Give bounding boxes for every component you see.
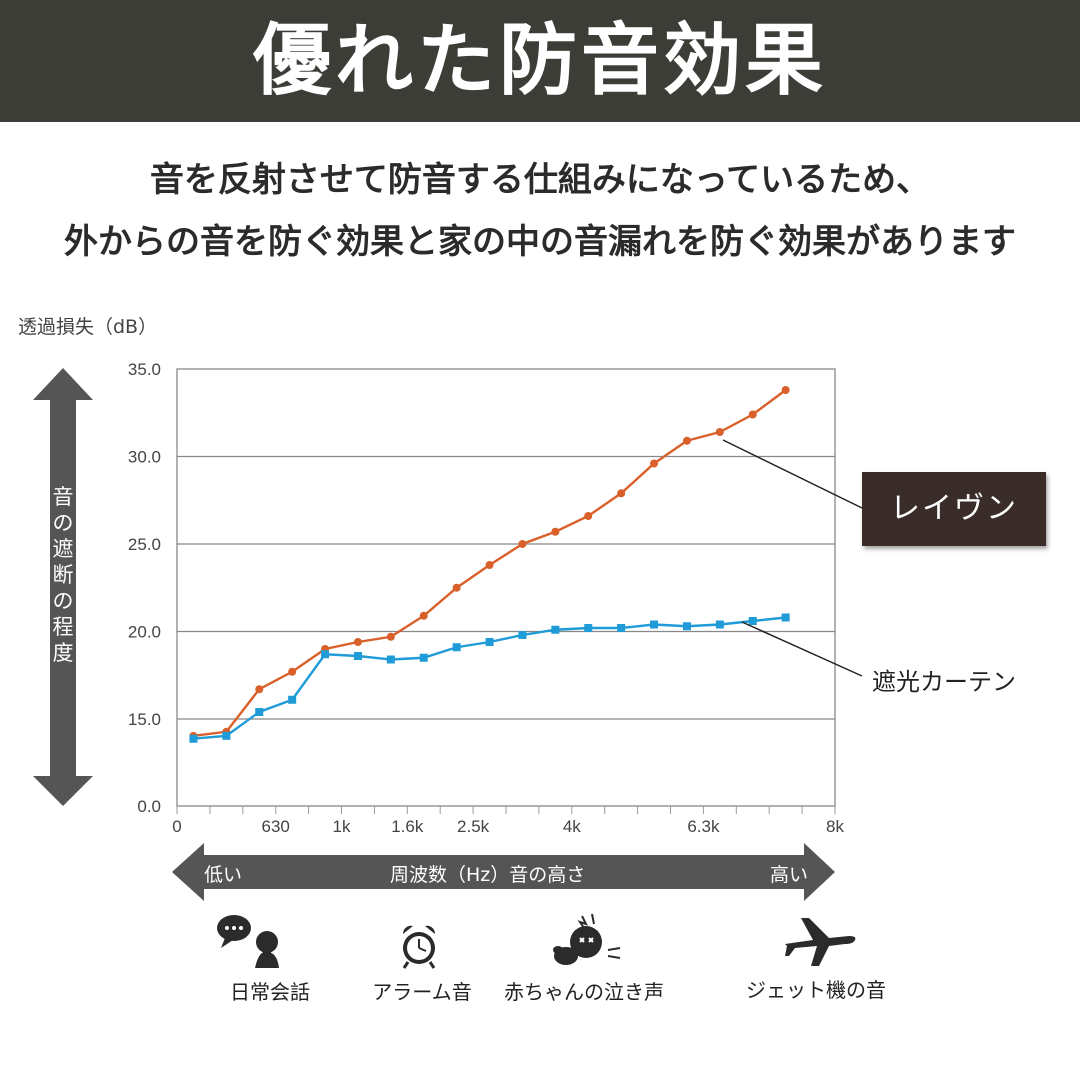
y-axis-vertical-char: 遮: [52, 537, 74, 561]
conversation-label: 日常会話: [230, 980, 310, 1004]
raven-data-point: [781, 386, 790, 394]
x-axis-label: 周波数（Hz）音の高さ: [390, 864, 586, 886]
x-low-label: 低い: [204, 864, 243, 886]
curtain-data-point: [617, 624, 626, 632]
curtain-data-point: [452, 643, 461, 652]
page-title: 優れた防音効果: [252, 16, 827, 106]
title-banner: [0, 0, 1080, 122]
y-tick-label: 15.0: [128, 710, 161, 729]
raven-data-point: [551, 527, 560, 536]
curtain-data-point: [682, 622, 691, 631]
y-axis-vertical-label: 音の遮断の程度: [50, 484, 76, 666]
vertical-double-arrow: [33, 368, 93, 806]
x-high-label: 高い: [770, 864, 809, 886]
curtain-data-point: [189, 734, 198, 743]
curtain-callout: 遮光カーテン: [872, 668, 1016, 696]
curtain-data-point: [255, 708, 264, 716]
raven-data-point: [485, 561, 494, 569]
airplane-icon: [785, 918, 856, 966]
curtain-data-point: [650, 620, 659, 629]
crying-baby-icon: [553, 913, 621, 965]
curtain-data-point: [419, 653, 428, 662]
airplane-label: ジェット機の音: [746, 978, 886, 1002]
raven-data-point: [584, 512, 593, 520]
subtitle-line-2: 外からの音を防ぐ効果と家の中の音漏れを防ぐ効果があります: [64, 222, 1016, 262]
x-tick-label: 1k: [333, 817, 351, 836]
y-axis-vertical-char: 程: [52, 615, 74, 639]
curtain-data-point: [386, 655, 395, 664]
x-tick-label: 630: [262, 817, 290, 836]
alarm-clock-icon: [402, 925, 436, 969]
x-tick-label: 0: [172, 817, 181, 836]
curtain-data-point: [353, 652, 362, 660]
y-tick-label: 35.0: [128, 360, 161, 379]
curtain-data-point: [715, 620, 724, 629]
curtain-data-point: [584, 624, 593, 632]
x-tick-label: 6.3k: [687, 817, 720, 836]
y-axis-vertical-char: 音: [52, 485, 74, 509]
x-tick-label: 8k: [826, 817, 844, 836]
y-axis-vertical-char: 断: [52, 563, 74, 587]
raven-data-point: [518, 540, 527, 548]
y-tick-label: 30.0: [128, 448, 161, 467]
conversation-icon: [217, 915, 279, 968]
y-axis-vertical-char: の: [52, 589, 74, 613]
y-tick-label: 25.0: [128, 535, 161, 554]
x-tick-label: 1.6k: [391, 817, 424, 836]
raven-data-point: [748, 410, 757, 419]
raven-data-point: [452, 583, 461, 592]
y-tick-label: 0.0: [137, 797, 161, 816]
y-axis-vertical-char: の: [52, 511, 74, 535]
horizontal-double-arrow: [172, 843, 835, 901]
raven-callout: レイヴン: [862, 472, 1046, 546]
subtitle-line-1: 音を反射させて防音する仕組みになっているため、: [149, 160, 931, 200]
curtain-data-point: [321, 650, 330, 659]
y-tick-label: 20.0: [128, 623, 161, 642]
curtain-data-point: [551, 625, 560, 634]
raven-data-point: [617, 489, 626, 498]
curtain-data-point: [748, 617, 757, 625]
raven-data-point: [682, 436, 691, 445]
raven-data-point: [386, 632, 395, 641]
curtain-data-point: [518, 631, 527, 639]
raven-data-point: [650, 459, 659, 468]
curtain-data-point: [485, 638, 494, 646]
x-tick-label: 2.5k: [457, 817, 490, 836]
raven-data-point: [419, 611, 428, 620]
alarm-label: アラーム音: [372, 980, 472, 1004]
curtain-data-point: [781, 613, 790, 622]
baby-label: 赤ちゃんの泣き声: [504, 980, 664, 1004]
plot-area: 35.0 30.0 25.0 20.0 15.0 0.0 0 630 1k 1.6k 2.5k 4k 6…: [128, 360, 845, 836]
plot-frame: [176, 368, 836, 807]
curtain-data-point: [288, 695, 297, 704]
raven-data-point: [255, 685, 264, 694]
raven-leader-line: [722, 439, 863, 509]
raven-data-point: [288, 667, 297, 676]
raven-data-point: [715, 428, 724, 436]
raven-data-point: [353, 638, 362, 646]
y-axis-vertical-char: 度: [52, 641, 74, 665]
y-axis-title: 透過損失（dB）: [18, 316, 158, 338]
curtain-data-point: [222, 731, 231, 740]
x-tick-label: 4k: [563, 817, 581, 836]
curtain-leader-line: [741, 621, 863, 677]
